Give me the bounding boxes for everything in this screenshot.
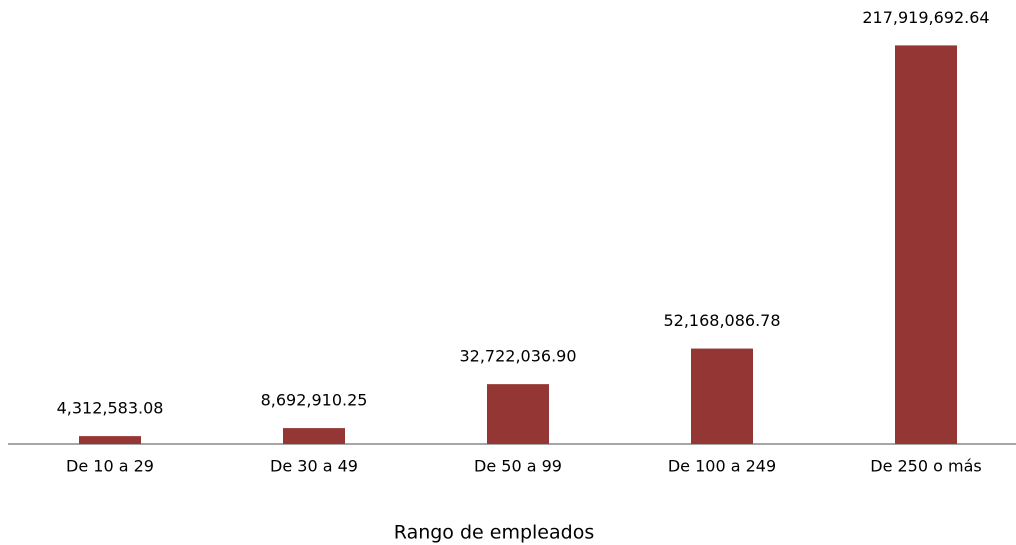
bar bbox=[79, 436, 141, 444]
x-tick-label: De 250 o más bbox=[870, 457, 981, 476]
x-tick-label: De 50 a 99 bbox=[474, 457, 562, 476]
x-tick-label: De 30 a 49 bbox=[270, 457, 358, 476]
value-label: 4,312,583.08 bbox=[57, 399, 164, 418]
bar bbox=[895, 45, 957, 445]
bar bbox=[487, 384, 549, 444]
value-label: 8,692,910.25 bbox=[261, 391, 368, 410]
bar bbox=[691, 348, 753, 444]
value-label: 52,168,086.78 bbox=[663, 311, 780, 330]
x-tick-label: De 100 a 249 bbox=[668, 457, 776, 476]
bar bbox=[283, 428, 345, 444]
value-label: 217,919,692.64 bbox=[862, 8, 989, 27]
x-axis-title: Rango de empleados bbox=[394, 522, 594, 544]
value-label: 32,722,036.90 bbox=[459, 347, 576, 366]
x-tick-label: De 10 a 29 bbox=[66, 457, 154, 476]
